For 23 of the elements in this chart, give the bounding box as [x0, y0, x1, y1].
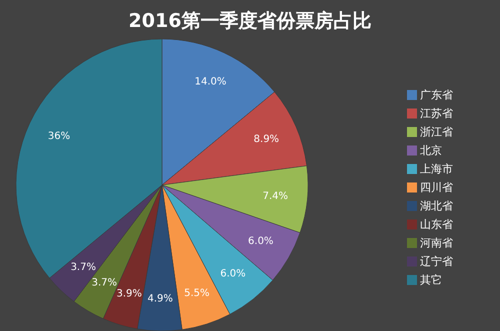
data-label: 36%	[48, 131, 70, 142]
legend-label: 四川省	[420, 181, 453, 194]
data-label: 5.5%	[184, 288, 210, 299]
data-label: 6.0%	[220, 268, 246, 280]
legend-label: 河南省	[420, 236, 453, 250]
legend-label: 浙江省	[420, 126, 453, 138]
legend-label: 辽宁省	[420, 255, 453, 268]
legend-label: 上海市	[420, 162, 453, 176]
data-label: 3.7%	[70, 262, 96, 273]
data-label: 14.0%	[194, 76, 226, 88]
data-label: 8.9%	[254, 134, 280, 145]
legend-label: 江苏省	[420, 107, 453, 120]
legend-label: 山东省	[420, 218, 453, 231]
data-label: 3.9%	[116, 288, 142, 300]
chart-title: 2016第一季度省份票房占比	[128, 10, 372, 32]
data-label: 3.7%	[92, 278, 118, 289]
legend-label: 其它	[420, 274, 442, 286]
legend-label: 北京	[420, 144, 442, 157]
data-label: 7.4%	[262, 190, 288, 202]
data-label: 4.9%	[148, 293, 173, 304]
legend-label: 广东省	[420, 88, 453, 102]
data-label: 6.0%	[248, 236, 274, 248]
legend-label: 湖北省	[420, 200, 453, 212]
